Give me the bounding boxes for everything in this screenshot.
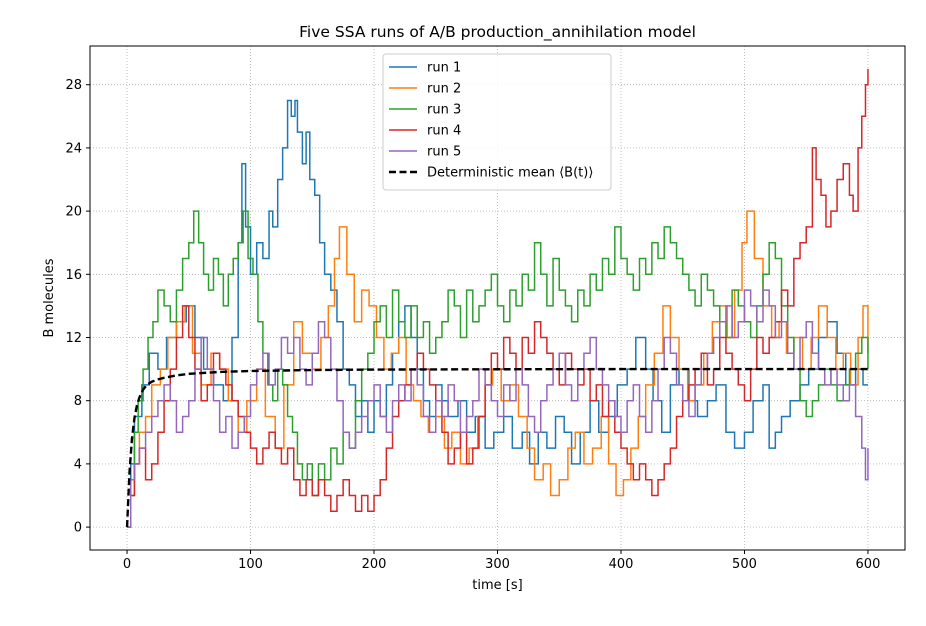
- x-axis-ticks: 0 100 200 300 400 500 600: [123, 550, 880, 572]
- y-tick-label-7: 28: [65, 78, 82, 93]
- legend-label-5: run 5: [427, 145, 461, 160]
- chart-title: Five SSA runs of A/B production_annihila…: [299, 23, 696, 42]
- series-line-1: [127, 99, 868, 528]
- legend: run 1 run 2 run 3 run 4 run 5 Deterministic m…: [382, 53, 612, 191]
- y-tick-label-1: 4: [74, 457, 82, 472]
- y-axis-label: B molecules: [42, 258, 57, 337]
- legend-label-6: Deterministic mean ⟨B(t)⟩: [427, 166, 593, 181]
- y-tick-label-5: 20: [65, 205, 82, 220]
- x-tick-label-6: 600: [856, 557, 881, 572]
- y-tick-label-6: 24: [65, 141, 82, 156]
- series-line-6: [125, 367, 868, 528]
- x-tick-label-1: 100: [238, 557, 263, 572]
- y-tick-label-3: 12: [65, 331, 82, 346]
- series-lines: [125, 68, 869, 528]
- y-axis-ticks: 0 4 8 12 16 20 24 28: [65, 78, 90, 536]
- y-tick-label-0: 0: [74, 521, 82, 536]
- legend-box: [382, 53, 612, 191]
- legend-label-4: run 4: [427, 124, 461, 139]
- y-tick-label-2: 8: [74, 394, 82, 409]
- series-line-3: [127, 210, 869, 528]
- x-axis-label: time [s]: [472, 578, 522, 593]
- legend-label-3: run 3: [427, 103, 461, 118]
- x-tick-label-0: 0: [123, 557, 131, 572]
- legend-label-1: run 1: [427, 61, 461, 76]
- series-line-4: [127, 68, 869, 528]
- x-tick-label-2: 200: [362, 557, 387, 572]
- x-tick-label-3: 300: [485, 557, 510, 572]
- y-tick-label-4: 16: [65, 268, 82, 283]
- x-tick-label-4: 400: [609, 557, 634, 572]
- x-tick-label-5: 500: [732, 557, 757, 572]
- series-line-5: [127, 289, 869, 528]
- legend-label-2: run 2: [427, 82, 461, 97]
